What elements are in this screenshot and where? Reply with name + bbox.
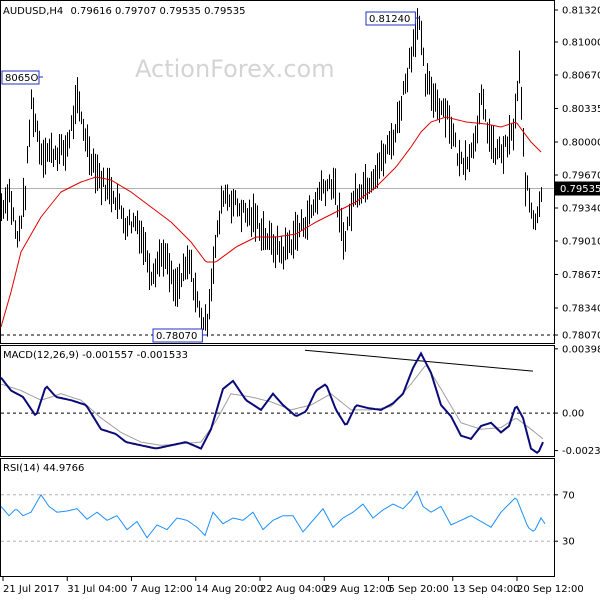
time-tick-label: 29 Aug 12:00: [324, 584, 391, 595]
price-tick-label: 0.80000: [562, 138, 600, 149]
macd-tick-label: 0.00: [562, 409, 584, 420]
time-tick-label: 14 Aug 20:00: [196, 584, 263, 595]
price-axis: 0.81320 0.81000 0.80670 0.80335 0.80000 0.796…: [554, 6, 600, 342]
macd-header: MACD(12,26,9) -0.001557 -0.001533: [3, 350, 188, 361]
rsi-line: [0, 490, 546, 539]
moving-average-line: [0, 116, 542, 328]
time-tick-label: 21 Jul 2017: [3, 584, 60, 595]
price-panel: [0, 0, 555, 344]
time-tick-label: 7 Aug 12:00: [132, 584, 193, 595]
symbol-label: AUDUSD,H4: [3, 6, 63, 17]
time-axis: 21 Jul 2017 31 Jul 04:00 7 Aug 12:00 14 Aug…: [2, 577, 584, 595]
price-tick-label: 0.78340: [562, 304, 600, 315]
macd-layer: 0.003987 0.00 -0.002325: [0, 344, 600, 457]
price-tick-label: 0.79670: [562, 171, 600, 182]
price-annotations: 0.81240 8065O 0.78070: [1, 11, 420, 343]
price-tick-label: 0.81320: [562, 6, 600, 17]
time-tick-label: 13 Sep 04:00: [453, 584, 520, 595]
macd-signal-line: [0, 365, 544, 446]
symbol-header: AUDUSD,H4 0.79616 0.79707 0.79535 0.7953…: [3, 6, 245, 17]
price-tick-label: 0.80335: [562, 104, 600, 115]
price-tick-label: 0.78070: [562, 331, 600, 342]
price-tick-label: 0.80670: [562, 71, 600, 82]
time-tick-label: 20 Sep 12:00: [517, 584, 584, 595]
annotation-label: 0.81240: [369, 14, 410, 25]
ohlc-values: 0.79616 0.79707 0.79535 0.79535: [70, 6, 245, 17]
annotation-label: 8065O: [5, 73, 38, 84]
macd-main-line: [0, 351, 544, 454]
watermark: ActionForex.com: [135, 55, 335, 83]
macd-tick-label: 0.003987: [562, 344, 600, 355]
macd-trendline: [304, 349, 534, 372]
macd-tick-label: -0.002325: [562, 446, 600, 457]
price-bars: [1, 8, 542, 337]
rsi-tick-label: 30: [562, 537, 575, 548]
price-tick-label: 0.78675: [562, 270, 600, 281]
time-tick-label: 31 Jul 04:00: [67, 584, 127, 595]
last-price-box: [555, 181, 600, 196]
last-price-label: 0.79535: [560, 184, 600, 195]
annotation-label: 0.78070: [156, 331, 197, 342]
price-tick-label: 0.79340: [562, 204, 600, 215]
price-tick-label: 0.79010: [562, 237, 600, 248]
rsi-layer: 70 30: [0, 490, 575, 548]
price-reference-lines: [1, 188, 554, 336]
rsi-header: RSI(14) 44.9766: [3, 463, 84, 474]
time-tick-label: 5 Sep 20:00: [389, 584, 449, 595]
time-tick-label: 22 Aug 04:00: [260, 584, 327, 595]
macd-panel: [0, 345, 555, 457]
price-tick-label: 0.81000: [562, 38, 600, 49]
rsi-panel: [0, 458, 555, 577]
rsi-tick-label: 70: [562, 490, 575, 501]
